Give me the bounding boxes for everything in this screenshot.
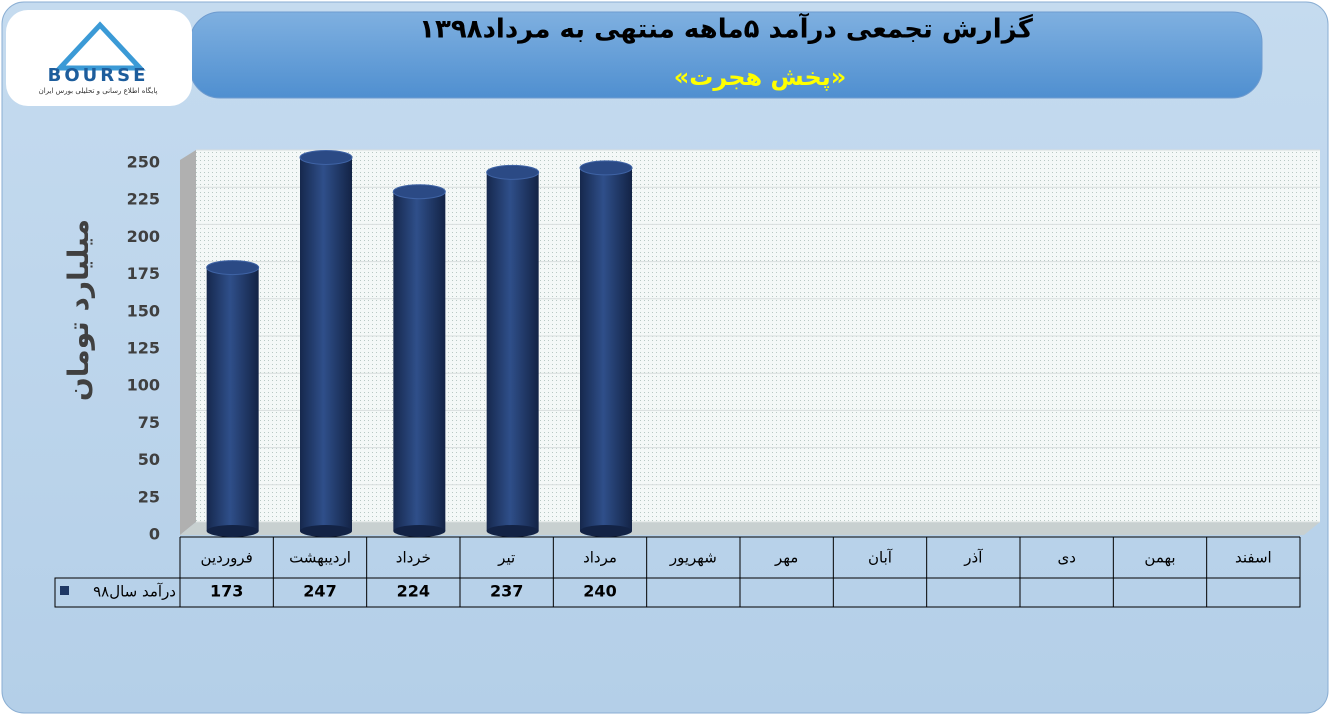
bar-base xyxy=(486,525,539,537)
y-tick-label: 100 xyxy=(127,376,160,395)
bar-top xyxy=(206,260,260,276)
floor xyxy=(180,522,1320,535)
y-tick-label: 250 xyxy=(127,153,160,172)
bar-base xyxy=(300,525,352,537)
bar-top xyxy=(486,164,540,180)
x-tick-label: دی xyxy=(1057,549,1075,567)
x-tick-label: خرداد xyxy=(396,549,431,567)
bar-top xyxy=(299,149,353,165)
y-tick-label: 225 xyxy=(127,190,160,209)
bar xyxy=(393,191,446,532)
bar xyxy=(486,172,539,531)
x-tick-label: آذر xyxy=(963,549,983,567)
x-tick-label: تیر xyxy=(497,549,515,567)
logo-icon xyxy=(54,21,146,71)
y-tick-label: 200 xyxy=(127,227,160,246)
x-tick-label: شهریور xyxy=(669,549,717,567)
table-value: 240 xyxy=(583,582,616,601)
x-tick-label: بهمن xyxy=(1144,549,1175,567)
y-tick-label: 50 xyxy=(138,450,160,469)
x-tick-label: مهر xyxy=(774,549,798,567)
side-wall xyxy=(180,150,196,535)
legend-key xyxy=(60,586,69,595)
bar-base xyxy=(393,525,446,537)
bar-top xyxy=(579,160,633,176)
table-value: 173 xyxy=(210,582,243,601)
x-tick-label: اسفند xyxy=(1235,549,1272,567)
bar-base xyxy=(580,525,632,537)
chart-title: گزارش تجمعی درآمد ۵ماهه منتهی به مرداد۱۳… xyxy=(419,13,1034,45)
y-tick-label: 0 xyxy=(149,525,160,544)
logo-box xyxy=(6,10,192,106)
y-tick-label: 125 xyxy=(127,339,160,358)
bar xyxy=(300,157,352,532)
table-value: 224 xyxy=(397,582,430,601)
x-tick-label: مرداد xyxy=(583,549,617,567)
x-tick-label: آبان xyxy=(868,549,893,567)
y-tick-label: 175 xyxy=(127,264,160,283)
bar-top xyxy=(392,184,446,200)
chart-subtitle: «پخش هجرت» xyxy=(674,63,847,91)
y-tick-label: 25 xyxy=(138,487,160,506)
bar-base xyxy=(206,525,259,537)
bar xyxy=(580,167,632,531)
y-tick-label: 150 xyxy=(127,301,160,320)
y-axis-label: میلیارد تومان xyxy=(62,219,95,401)
table-value: 247 xyxy=(303,582,336,601)
legend-label: درآمد سال۹۸ xyxy=(93,583,176,601)
logo-caption: پایگاه اطلاع رسانی و تحلیلی بورس ایران xyxy=(39,86,158,95)
logo-text: BOURSE xyxy=(48,65,149,86)
x-tick-label: فروردین xyxy=(201,549,253,567)
bar xyxy=(206,267,259,531)
y-tick-label: 75 xyxy=(138,413,160,432)
x-tick-label: اردیبهشت xyxy=(289,549,351,567)
table-value: 237 xyxy=(490,582,523,601)
